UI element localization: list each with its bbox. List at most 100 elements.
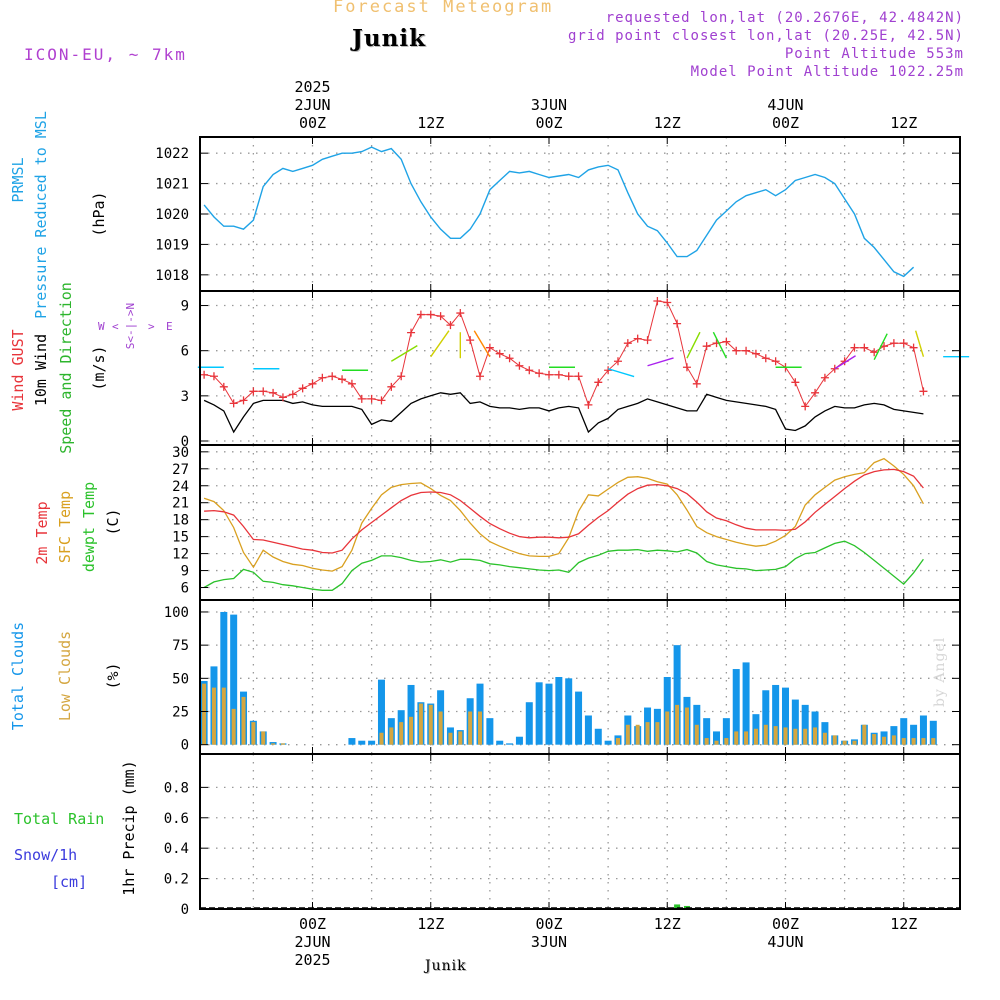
gust-point	[367, 394, 376, 403]
gust-point	[456, 309, 465, 318]
bottom-time-label: 00Z	[299, 915, 326, 933]
gust-point	[347, 379, 356, 388]
top-time-label: 12Z	[654, 114, 681, 132]
total-cloud-bar	[722, 718, 730, 745]
low-cloud-bar	[202, 683, 207, 745]
gust-point	[594, 378, 603, 387]
low-cloud-bar	[418, 703, 423, 745]
rain-bar	[674, 904, 681, 909]
point-altitude: Point Altitude 553m	[784, 46, 964, 62]
low-cloud-bar	[261, 731, 266, 745]
low-cloud-bar	[842, 740, 847, 745]
total-cloud-bar	[900, 718, 908, 745]
compass-west: W	[98, 320, 105, 333]
gust-point	[466, 336, 475, 345]
wind-ytick-label: 3	[181, 389, 189, 405]
total-cloud-bar	[486, 718, 494, 745]
bottom-time-label: 12Z	[654, 915, 681, 933]
dewpt-line	[203, 540, 924, 591]
gust-point	[820, 373, 829, 382]
compass-north-south: S<-|->N	[124, 303, 137, 349]
gust-point	[308, 379, 317, 388]
total-cloud-bar	[584, 715, 592, 745]
bottom-time-label: 2JUN	[294, 933, 330, 951]
wind-direction-arrow	[712, 331, 727, 359]
total-cloud-bar	[801, 704, 809, 745]
pressure-ytick-label: 1019	[155, 237, 189, 253]
pressure-ytick-label: 1020	[155, 207, 189, 223]
gust-point	[682, 363, 691, 372]
total-cloud-bar	[713, 731, 721, 745]
low-cloud-bar	[744, 731, 749, 745]
total-cloud-bar	[732, 669, 740, 745]
temperature-ytick-label: 24	[172, 479, 189, 495]
low-cloud-bar	[822, 732, 827, 745]
temperature-frame	[199, 444, 961, 601]
temperature-ytick-label: 12	[172, 547, 189, 563]
gust-point	[318, 373, 327, 382]
top-time-label: 12Z	[890, 114, 917, 132]
gridpoint-coords: grid point closest lon,lat (20.25E, 42.5…	[567, 28, 964, 44]
gust-point	[436, 312, 445, 321]
dewpt-label: dewpt Temp	[80, 482, 98, 572]
gust-point	[909, 343, 918, 352]
temperature-ytick-label: 30	[172, 445, 189, 461]
precip-ytick-label: 0.4	[164, 841, 189, 857]
gust-point	[505, 354, 514, 363]
wind-ylabel: (m/s)	[90, 345, 108, 390]
temperature-ytick-label: 27	[172, 462, 189, 478]
gust-point	[219, 382, 228, 391]
gust-point	[377, 396, 386, 405]
gust-point	[860, 343, 869, 352]
total-cloud-bar	[791, 699, 799, 745]
gust-point	[229, 399, 238, 408]
wind-direction-arrow	[473, 330, 491, 358]
gust-point	[269, 388, 278, 397]
gust-point	[613, 357, 622, 366]
total-cloud-bar	[525, 702, 533, 745]
gust-point	[702, 342, 711, 351]
gust-point	[387, 382, 396, 391]
model-altitude: Model Point Altitude 1022.25m	[690, 64, 964, 80]
precip-ytick-label: 0.2	[164, 872, 189, 888]
top-time-label: 00Z	[299, 114, 326, 132]
gust-point	[485, 343, 494, 352]
temp-2m-line	[204, 468, 924, 554]
temp-ylabel: (C)	[104, 508, 122, 535]
total-cloud-bar	[663, 677, 671, 745]
precip-ylabel: 1hr Precip (mm)	[120, 760, 138, 895]
gust-point	[742, 346, 751, 355]
gust-point	[249, 387, 258, 396]
credit-watermark: by Angel	[932, 636, 948, 707]
clouds-ytick-label: 100	[164, 605, 189, 621]
wind-direction-arrow	[647, 357, 674, 367]
model-name: ICON-EU, ~ 7km	[24, 45, 187, 64]
compass-east: E	[166, 320, 173, 333]
wind-ytick-label: 9	[181, 299, 189, 315]
compass-west-arrow: <	[112, 320, 119, 333]
clouds-ytick-label: 25	[172, 705, 189, 721]
low-cloud-bar	[813, 727, 818, 745]
low-cloud-bar	[389, 727, 394, 745]
wind-direction-arrow	[834, 355, 856, 370]
temperature-ytick-label: 21	[172, 496, 189, 512]
temperature-ytick-label: 9	[181, 564, 189, 580]
low-cloud-bar	[763, 724, 768, 745]
clouds-ytick-label: 0	[181, 738, 189, 754]
gust-point	[801, 402, 810, 411]
sfc-temp-line	[203, 457, 924, 572]
total-cloud-bar	[742, 662, 750, 745]
low-cloud-bar	[872, 734, 877, 745]
gust-point	[446, 321, 455, 330]
bottom-time-label: 2025	[294, 951, 330, 969]
low-cloud-bar	[862, 724, 867, 745]
low-cloud-bar	[675, 704, 680, 745]
gust-point	[209, 372, 218, 381]
gust-point	[515, 361, 524, 370]
total-cloud-bar	[515, 736, 523, 745]
total-cloud-bar	[919, 715, 927, 745]
pressure-frame	[199, 136, 961, 292]
low-cloud-bar	[931, 738, 936, 745]
top-time-label: 12Z	[417, 114, 444, 132]
